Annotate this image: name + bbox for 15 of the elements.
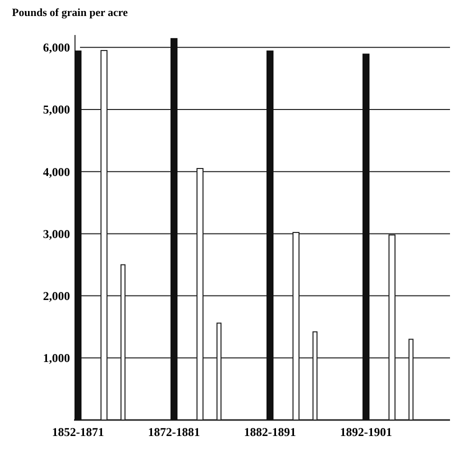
x-tick-label: 1872-1881 xyxy=(148,425,200,439)
y-tick-label: 1,000 xyxy=(43,351,70,366)
y-tick-label: 4,000 xyxy=(43,164,70,179)
y-tick-label: 3,000 xyxy=(43,226,70,241)
y-tick-label: 2,000 xyxy=(43,289,70,304)
bar xyxy=(74,50,82,420)
bar xyxy=(362,54,370,420)
y-tick-label: 5,000 xyxy=(43,102,70,117)
bar xyxy=(266,50,274,420)
bar xyxy=(170,38,178,420)
x-tick-label: 1892-1901 xyxy=(340,425,392,439)
x-tick-label: 1882-1891 xyxy=(244,425,296,439)
x-tick-label: 1852-1871 xyxy=(52,425,104,439)
y-axis-title: Pounds of grain per acre xyxy=(12,7,128,19)
y-tick-label: 6,000 xyxy=(43,40,70,55)
